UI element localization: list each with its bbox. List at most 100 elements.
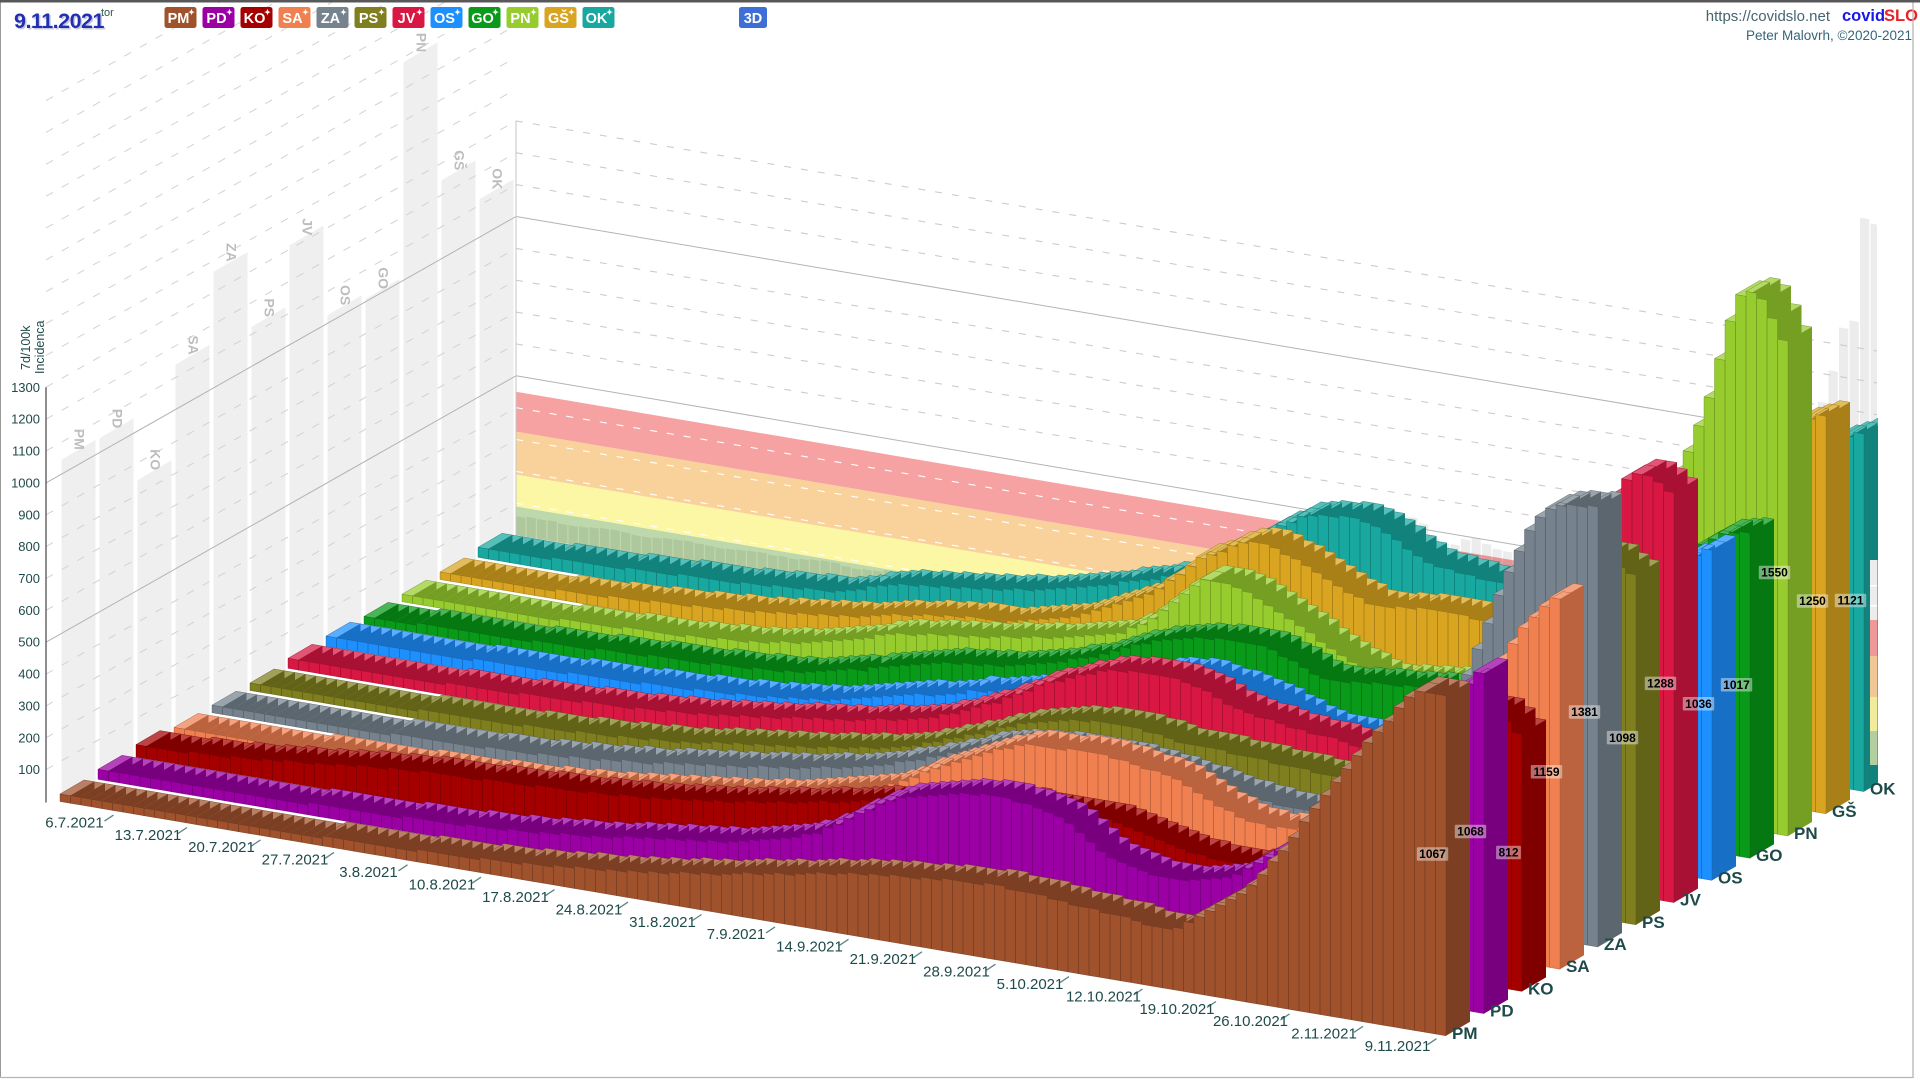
svg-text:✦: ✦ [340,8,347,17]
svg-text:PD: PD [206,11,226,27]
svg-text:SA: SA [282,11,303,27]
svg-text:SA: SA [186,335,202,354]
svg-text:1098: 1098 [1609,731,1636,745]
svg-text:PN: PN [1794,824,1818,843]
svg-text:800: 800 [18,539,40,554]
svg-text:900: 900 [18,507,40,522]
svg-text:✦: ✦ [492,8,499,17]
svg-text:9.11.2021: 9.11.2021 [1365,1038,1431,1055]
svg-text:1000: 1000 [11,475,40,490]
svg-text:SLO: SLO [1884,7,1918,25]
svg-text:tor: tor [101,7,114,19]
svg-text:31.8.2021: 31.8.2021 [629,914,696,931]
svg-text:ZA: ZA [1604,935,1627,954]
svg-text:PS: PS [359,11,379,27]
svg-text:600: 600 [18,603,40,618]
svg-text:7d/100k: 7d/100k [19,325,33,370]
svg-text:14.9.2021: 14.9.2021 [776,939,843,956]
svg-text:1067: 1067 [1419,847,1446,861]
svg-text:GO: GO [471,11,494,27]
svg-text:20.7.2021: 20.7.2021 [188,839,255,856]
svg-text:OS: OS [338,285,354,305]
svg-text:100: 100 [18,762,40,777]
svg-text:1200: 1200 [11,412,40,427]
svg-text:OK: OK [586,11,608,27]
svg-text:7.9.2021: 7.9.2021 [707,926,765,943]
svg-text:GŠ: GŠ [548,9,569,27]
svg-text:6.7.2021: 6.7.2021 [45,814,103,831]
svg-text:1068: 1068 [1457,825,1484,839]
svg-text:✦: ✦ [226,8,233,17]
svg-text:12.10.2021: 12.10.2021 [1066,988,1141,1005]
svg-text:PM: PM [1452,1024,1478,1043]
svg-text:28.9.2021: 28.9.2021 [923,964,990,981]
svg-text:24.8.2021: 24.8.2021 [556,901,623,918]
svg-text:400: 400 [18,667,40,682]
svg-text:✦: ✦ [264,8,271,17]
svg-text:1036: 1036 [1685,697,1712,711]
svg-text:PN: PN [510,11,530,27]
svg-text:700: 700 [18,571,40,586]
svg-text:300: 300 [18,698,40,713]
svg-text:PM: PM [168,11,190,27]
svg-text:ZA: ZA [224,243,240,262]
svg-text:Peter Malovrh, ©2020-2021: Peter Malovrh, ©2020-2021 [1746,28,1912,43]
svg-text:10.8.2021: 10.8.2021 [409,877,476,894]
svg-text:21.9.2021: 21.9.2021 [850,951,917,968]
svg-text:1159: 1159 [1533,765,1559,779]
svg-text:19.10.2021: 19.10.2021 [1139,1001,1214,1018]
svg-text:covid: covid [1842,7,1885,25]
svg-text:✦: ✦ [378,8,385,17]
svg-text:✦: ✦ [568,8,575,17]
svg-text:200: 200 [18,730,40,745]
svg-text:KO: KO [1528,979,1554,998]
svg-text:✦: ✦ [606,8,613,17]
svg-text:ZA: ZA [321,11,341,27]
svg-text:17.8.2021: 17.8.2021 [482,889,549,906]
svg-text:PM: PM [72,429,88,450]
svg-text:13.7.2021: 13.7.2021 [115,827,182,844]
svg-text:OS: OS [434,11,455,27]
svg-text:1288: 1288 [1647,677,1674,691]
svg-text:2.11.2021: 2.11.2021 [1291,1026,1357,1043]
svg-text:GŠ: GŠ [1832,802,1857,821]
svg-text:OK: OK [1870,780,1896,799]
svg-text:27.7.2021: 27.7.2021 [262,852,329,869]
svg-text:✦: ✦ [302,8,309,17]
svg-text:JV: JV [398,11,416,27]
svg-text:PD: PD [110,409,126,428]
svg-text:9.11.2021: 9.11.2021 [16,11,107,35]
svg-text:https://covidslo.net: https://covidslo.net [1706,8,1831,25]
svg-text:26.10.2021: 26.10.2021 [1213,1013,1288,1030]
svg-text:1100: 1100 [12,444,40,459]
svg-text:PN: PN [414,33,430,52]
svg-text:3D: 3D [744,11,763,27]
svg-text:✦: ✦ [530,8,537,17]
svg-text:500: 500 [18,635,40,650]
svg-text:1250: 1250 [1799,594,1826,608]
svg-text:1017: 1017 [1723,678,1750,692]
svg-text:5.10.2021: 5.10.2021 [997,976,1064,993]
svg-text:PS: PS [262,298,278,317]
svg-text:PS: PS [1642,913,1665,932]
svg-text:1550: 1550 [1761,566,1788,580]
svg-text:OS: OS [1718,868,1743,887]
svg-text:JV: JV [300,218,316,236]
svg-text:9.11.2021: 9.11.2021 [14,9,105,33]
svg-text:✦: ✦ [454,8,461,17]
svg-text:PD: PD [1490,1002,1514,1021]
svg-text:OK: OK [490,168,506,189]
svg-text:Incidenca: Incidenca [33,320,47,374]
svg-text:✦: ✦ [416,8,423,17]
svg-text:1381: 1381 [1571,705,1598,719]
svg-text:3.8.2021: 3.8.2021 [339,864,397,881]
svg-text:KO: KO [244,11,266,27]
svg-text:1121: 1121 [1837,594,1863,608]
svg-text:812: 812 [1498,846,1518,860]
svg-text:JV: JV [1680,891,1701,910]
svg-text:GO: GO [1756,846,1782,865]
svg-text:GO: GO [376,267,392,289]
svg-text:1300: 1300 [11,380,40,395]
svg-text:SA: SA [1566,957,1590,976]
svg-text:KO: KO [148,449,164,470]
